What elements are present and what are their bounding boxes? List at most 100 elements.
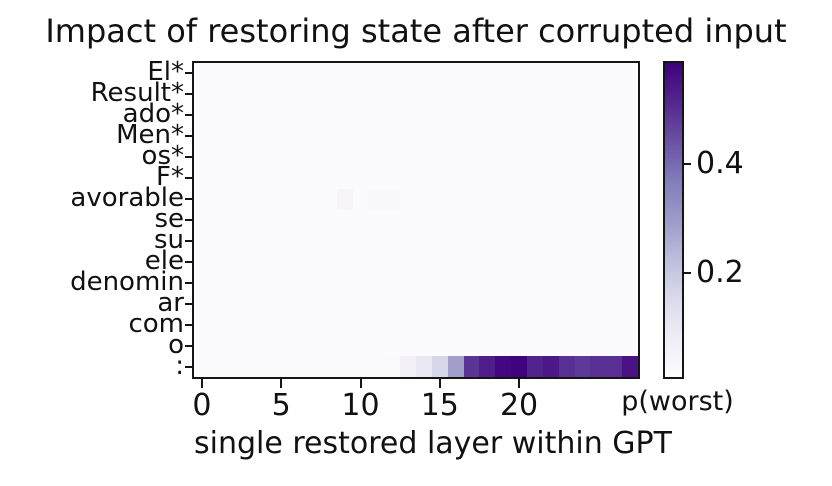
heatmap-cell	[241, 104, 258, 126]
heatmap-cell	[384, 293, 401, 315]
heatmap-cell	[447, 125, 464, 147]
heatmap-cell	[304, 188, 321, 210]
heatmap-cell	[241, 314, 258, 336]
heatmap-cell	[511, 293, 527, 315]
heatmap-cell	[400, 125, 416, 147]
heatmap-cell	[257, 125, 274, 147]
heatmap-cell	[606, 104, 623, 126]
colorbar-tick-label: 0.2	[696, 255, 744, 291]
heatmap-cell	[225, 230, 242, 252]
heatmap-cell	[304, 293, 321, 315]
heatmap-cell	[368, 125, 385, 147]
heatmap-cell	[447, 314, 464, 336]
heatmap-cell	[590, 63, 607, 84]
heatmap-cell	[336, 251, 353, 273]
token-label: Men*	[116, 120, 184, 151]
heatmap-cell	[447, 272, 464, 294]
heatmap-cell	[368, 167, 385, 189]
heatmap-cell	[526, 104, 543, 126]
heatmap-cell	[400, 104, 416, 126]
heatmap-cell	[194, 209, 210, 231]
token-label: denomin	[70, 266, 184, 297]
heatmap-cell	[574, 356, 591, 377]
colorbar-label: p(worst)	[621, 386, 734, 417]
heatmap-cell	[304, 356, 321, 377]
heatmap-cell	[257, 104, 274, 126]
heatmap-cell	[225, 146, 242, 168]
heatmap-cell	[479, 63, 496, 84]
heatmap-cell	[368, 83, 385, 105]
heatmap-cell	[574, 83, 591, 105]
heatmap-cell	[590, 83, 607, 105]
heatmap-cell	[273, 293, 290, 315]
heatmap-cell	[225, 314, 242, 336]
heatmap-cell	[479, 251, 496, 273]
heatmap-cell	[495, 167, 512, 189]
heatmap-cell	[463, 251, 480, 273]
heatmap-cell	[400, 83, 416, 105]
heatmap-cell	[352, 104, 369, 126]
heatmap-cell	[574, 146, 591, 168]
heatmap-cell	[622, 335, 638, 357]
heatmap-cell	[368, 146, 385, 168]
heatmap-cell	[400, 63, 416, 84]
heatmap-cell	[526, 251, 543, 273]
x-tick-mark	[359, 379, 362, 388]
heatmap-cell	[606, 125, 623, 147]
heatmap-cell	[447, 230, 464, 252]
heatmap-cell	[495, 209, 512, 231]
heatmap-cell	[431, 251, 448, 273]
heatmap-cell	[511, 251, 527, 273]
heatmap-cell	[511, 125, 527, 147]
heatmap-cell	[304, 314, 321, 336]
heatmap-cell	[479, 293, 496, 315]
heatmap-cell	[590, 209, 607, 231]
heatmap-cell	[479, 314, 496, 336]
heatmap-cell	[241, 167, 258, 189]
heatmap-cell	[209, 293, 226, 315]
heatmap-cell	[542, 335, 559, 357]
heatmap-cell	[225, 167, 242, 189]
heatmap-cell	[368, 63, 385, 84]
heatmap-cell	[558, 230, 575, 252]
heatmap-cell	[606, 293, 623, 315]
heatmap-cell	[558, 335, 575, 357]
heatmap-cell	[526, 83, 543, 105]
heatmap-cell	[194, 272, 210, 294]
heatmap-cell	[304, 272, 321, 294]
token-label: su	[153, 224, 184, 255]
heatmap-cell	[622, 314, 638, 336]
heatmap-cell	[273, 230, 290, 252]
heatmap-cell	[384, 230, 401, 252]
heatmap-cell	[241, 293, 258, 315]
heatmap-cell	[447, 209, 464, 231]
heatmap-cell	[447, 167, 464, 189]
heatmap-cell	[463, 125, 480, 147]
heatmap-cell	[194, 251, 210, 273]
heatmap-cell	[194, 104, 210, 126]
heatmap-cell	[209, 63, 226, 84]
heatmap-cell	[289, 209, 305, 231]
heatmap-cell	[431, 209, 448, 231]
heatmap-cell	[495, 251, 512, 273]
heatmap-cell	[495, 83, 512, 105]
heatmap-cell	[590, 251, 607, 273]
heatmap-cell	[558, 188, 575, 210]
heatmap-cell	[400, 188, 416, 210]
y-tick-mark	[185, 323, 192, 326]
heatmap-cell	[304, 125, 321, 147]
heatmap-cell	[622, 83, 638, 105]
heatmap-cell	[574, 314, 591, 336]
heatmap-cell	[384, 167, 401, 189]
heatmap-cell	[495, 146, 512, 168]
token-label: o	[168, 329, 184, 360]
heatmap-cell	[542, 104, 559, 126]
heatmap-cell	[304, 335, 321, 357]
heatmap-cell	[336, 293, 353, 315]
heatmap-cell	[463, 104, 480, 126]
heatmap-cell	[542, 314, 559, 336]
heatmap-cell	[542, 63, 559, 84]
heatmap-cell	[241, 63, 258, 84]
heatmap-cell	[194, 146, 210, 168]
heatmap-cell	[463, 83, 480, 105]
